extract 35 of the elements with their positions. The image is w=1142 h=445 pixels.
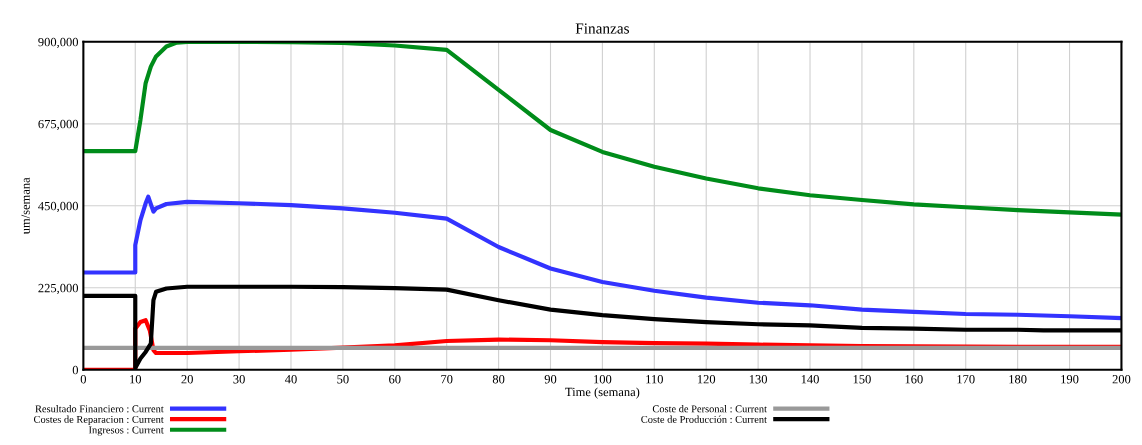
- legend-label: Coste de Personal : Current: [652, 405, 767, 413]
- x-axis-title: Time (semana): [565, 387, 640, 399]
- x-tick-label: 80: [492, 375, 505, 384]
- x-tick-label: 190: [1061, 375, 1079, 384]
- y-tick-label: 900,000: [38, 37, 79, 49]
- x-tick-label: 170: [957, 375, 975, 384]
- x-tick-label: 40: [284, 375, 297, 384]
- legend-label: Costes de Reparacion : Current: [33, 415, 164, 426]
- y-tick-label: 450,000: [38, 201, 79, 213]
- x-tick-label: 120: [697, 375, 716, 384]
- x-tick-label: 50: [337, 375, 349, 384]
- chart-title: Finanzas: [575, 23, 629, 34]
- x-tick-label: 90: [544, 375, 557, 384]
- x-tick-label: 20: [181, 375, 193, 384]
- x-tick-label: 180: [1009, 375, 1027, 384]
- x-tick-label: 160: [905, 375, 923, 384]
- x-tick-label: 30: [233, 375, 245, 384]
- x-tick-label: 130: [749, 375, 768, 384]
- y-axis-title: um/semana: [21, 177, 30, 235]
- x-tick-label: 200: [1112, 375, 1131, 384]
- x-tick-label: 110: [646, 375, 663, 384]
- y-tick-label: 225,000: [38, 283, 79, 295]
- legend-label: Ingresos : Current: [88, 426, 164, 436]
- x-tick-label: 10: [130, 375, 142, 384]
- legend-label: Resultado Financiero : Current: [35, 405, 164, 413]
- y-tick-label: 675,000: [38, 119, 79, 131]
- x-tick-label: 150: [853, 375, 871, 384]
- x-tick-label: 60: [389, 375, 401, 384]
- legend-label: Coste de Producción : Current: [641, 415, 767, 423]
- line-series: [83, 194, 1122, 321]
- y-tick-label: 0: [72, 365, 79, 375]
- x-tick-label: 70: [441, 375, 453, 384]
- x-tick-label: 100: [594, 375, 612, 384]
- x-tick-label: 140: [801, 375, 819, 384]
- x-tick-label: 0: [80, 375, 87, 384]
